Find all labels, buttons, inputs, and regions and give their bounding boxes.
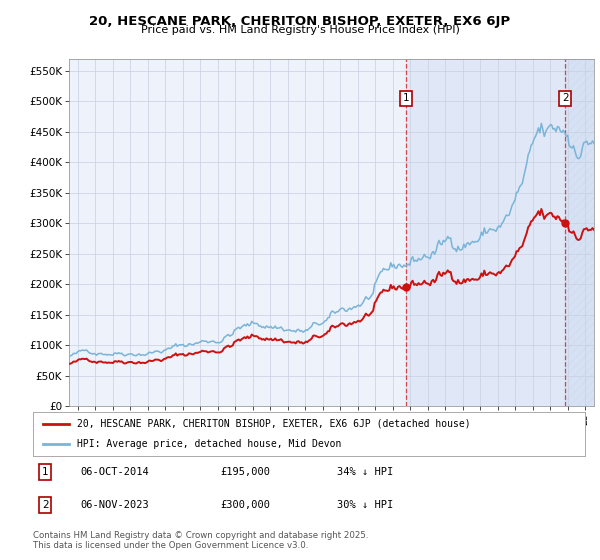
Text: 2: 2 [42,500,49,510]
Text: 30% ↓ HPI: 30% ↓ HPI [337,500,393,510]
Text: £300,000: £300,000 [221,500,271,510]
Bar [406,59,600,406]
Text: HPI: Average price, detached house, Mid Devon: HPI: Average price, detached house, Mid … [77,439,341,449]
Text: 20, HESCANE PARK, CHERITON BISHOP, EXETER, EX6 6JP: 20, HESCANE PARK, CHERITON BISHOP, EXETE… [89,15,511,27]
Text: £195,000: £195,000 [221,467,271,477]
Text: 06-OCT-2014: 06-OCT-2014 [80,467,149,477]
Text: 34% ↓ HPI: 34% ↓ HPI [337,467,393,477]
Text: 20, HESCANE PARK, CHERITON BISHOP, EXETER, EX6 6JP (detached house): 20, HESCANE PARK, CHERITON BISHOP, EXETE… [77,419,471,429]
Text: 1: 1 [42,467,49,477]
Bar [565,59,600,406]
Text: 2: 2 [562,94,568,104]
Text: 06-NOV-2023: 06-NOV-2023 [80,500,149,510]
Text: 1: 1 [403,94,410,104]
Text: Contains HM Land Registry data © Crown copyright and database right 2025.
This d: Contains HM Land Registry data © Crown c… [33,531,368,550]
Text: Price paid vs. HM Land Registry's House Price Index (HPI): Price paid vs. HM Land Registry's House … [140,25,460,35]
